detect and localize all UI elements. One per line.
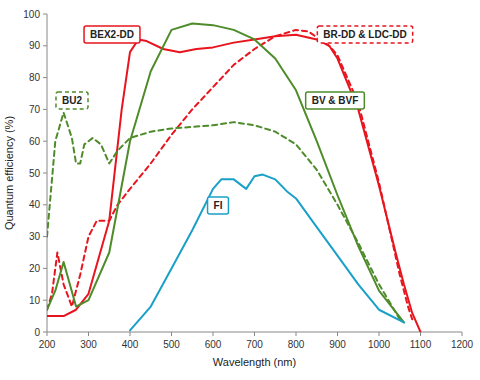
x-tick-label: 1100 — [410, 339, 432, 350]
y-tick — [43, 204, 47, 205]
series-label-box — [84, 26, 140, 43]
x-tick — [462, 332, 463, 336]
x-tick — [254, 332, 255, 336]
y-tick — [43, 14, 47, 15]
x-tick — [379, 332, 380, 336]
x-tick — [47, 332, 48, 336]
series-label-text: BU2 — [62, 95, 82, 106]
series-label: BR-DD & LDC-DD — [317, 26, 412, 43]
x-tick — [171, 332, 172, 336]
x-tick-label: 500 — [163, 339, 180, 350]
x-tick-label: 800 — [288, 339, 305, 350]
y-tick-label: 50 — [29, 168, 41, 179]
x-tick-label: 1000 — [368, 339, 391, 350]
x-tick-label: 1200 — [451, 339, 474, 350]
plot-area — [47, 24, 421, 332]
y-tick — [43, 332, 47, 333]
series-label-box — [56, 92, 88, 109]
y-tick — [43, 45, 47, 46]
x-tick-label: 900 — [329, 339, 346, 350]
series-label: FI — [208, 197, 229, 214]
series-label-box — [317, 26, 412, 43]
y-tick-label: 90 — [29, 40, 41, 51]
series-label: BEX2-DD — [84, 26, 140, 43]
series-line — [47, 24, 404, 323]
series-label-box — [306, 92, 365, 109]
series-label-text: BV & BVF — [312, 95, 359, 106]
y-tick-label: 80 — [29, 72, 41, 83]
x-tick-label: 400 — [122, 339, 139, 350]
y-tick — [43, 268, 47, 269]
y-axis-label: Quantum efficiency (%) — [3, 116, 15, 230]
chart: 0 10 20 30 40 50 60 70 80 90 100 200 300 400 500 600 700… — [0, 0, 480, 380]
y-tick-label: 20 — [29, 263, 41, 274]
y-tick — [43, 236, 47, 237]
x-tick-label: 300 — [80, 339, 97, 350]
series-label: BU2 — [56, 92, 88, 109]
x-axis-label: Wavelength (nm) — [213, 356, 296, 368]
x-tick — [88, 332, 89, 336]
series-label-box — [208, 197, 229, 214]
y-tick — [43, 300, 47, 301]
y-tick-label: 100 — [23, 9, 40, 20]
series-label-text: BEX2-DD — [90, 29, 134, 40]
x-tick — [213, 332, 214, 336]
x-tick-label: 700 — [246, 339, 263, 350]
series-line — [47, 35, 421, 332]
series-label-text: FI — [214, 200, 223, 211]
y-tick — [43, 173, 47, 174]
y-tick-label: 30 — [29, 231, 41, 242]
y-tick — [43, 77, 47, 78]
series-label: BV & BVF — [306, 92, 365, 109]
y-tick-label: 60 — [29, 136, 41, 147]
y-tick — [43, 141, 47, 142]
series-line — [130, 175, 404, 331]
x-tick-label: 600 — [205, 339, 222, 350]
x-tick — [130, 332, 131, 336]
series-line — [47, 30, 412, 319]
y-tick-label: 70 — [29, 104, 41, 115]
y-tick-label: 40 — [29, 199, 41, 210]
y-tick-label: 0 — [34, 327, 40, 338]
x-tick-label: 200 — [39, 339, 56, 350]
y-tick-label: 10 — [29, 295, 41, 306]
series-label-text: BR-DD & LDC-DD — [323, 29, 406, 40]
x-tick — [337, 332, 338, 336]
y-tick — [43, 109, 47, 110]
x-tick — [420, 332, 421, 336]
x-tick — [296, 332, 297, 336]
